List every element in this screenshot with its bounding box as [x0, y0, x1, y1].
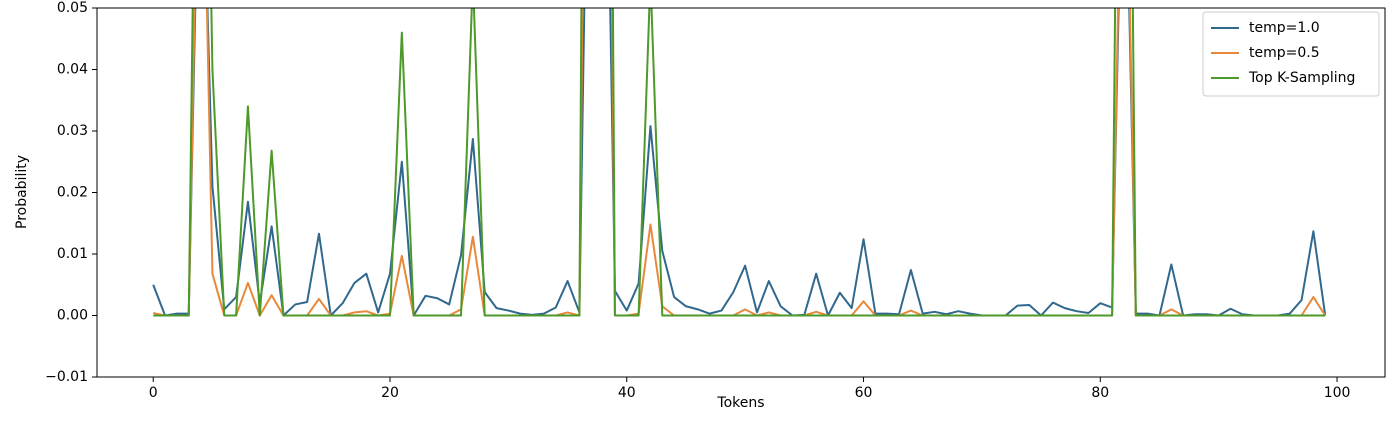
- x-tick-label: 100: [1324, 385, 1351, 401]
- y-tick-label: 0.02: [57, 185, 88, 201]
- y-tick-label: −0.01: [45, 369, 88, 385]
- y-axis-label: Probability: [14, 155, 30, 229]
- x-tick-label: 80: [1091, 385, 1109, 401]
- legend-label: temp=0.5: [1249, 45, 1320, 61]
- legend-label: Top K-Sampling: [1248, 70, 1355, 86]
- x-tick-label: 0: [149, 385, 158, 401]
- x-tick-label: 20: [381, 385, 399, 401]
- x-axis-label: Tokens: [716, 395, 764, 411]
- y-tick-label: 0.05: [57, 0, 88, 16]
- y-tick-label: 0.04: [57, 62, 88, 78]
- legend-label: temp=1.0: [1249, 20, 1320, 36]
- x-tick-label: 60: [855, 385, 873, 401]
- series-line: [153, 8, 1327, 317]
- plot-area: [152, 8, 1327, 317]
- y-tick-label: 0.01: [57, 246, 88, 262]
- legend-box: [1202, 11, 1380, 97]
- series-line: [153, 8, 1326, 317]
- series-line: [152, 8, 1327, 317]
- x-tick-label: 40: [618, 385, 636, 401]
- y-tick-label: 0.00: [57, 308, 88, 324]
- y-tick-label: 0.03: [57, 123, 88, 139]
- axes-frame: [96, 7, 1386, 378]
